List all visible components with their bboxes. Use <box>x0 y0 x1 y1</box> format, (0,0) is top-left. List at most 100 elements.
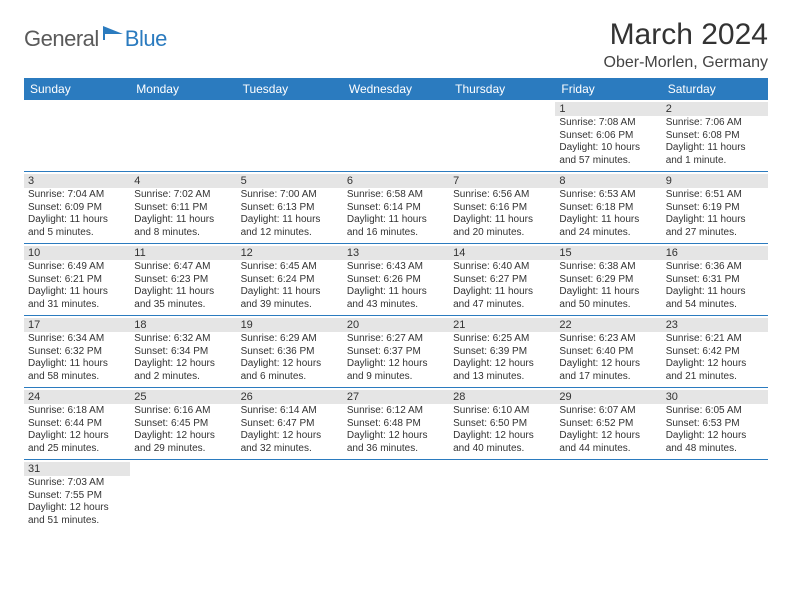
day-info-line: Sunrise: 6:47 AM <box>134 261 232 274</box>
day-number: 18 <box>130 318 236 332</box>
day-info-line: Sunrise: 6:38 AM <box>559 261 657 274</box>
calendar-empty <box>24 100 130 172</box>
logo-text-general: General <box>24 26 99 52</box>
day-number: 11 <box>130 246 236 260</box>
day-number: 5 <box>237 174 343 188</box>
day-number: 3 <box>24 174 130 188</box>
calendar-day: 6Sunrise: 6:58 AMSunset: 6:14 PMDaylight… <box>343 172 449 244</box>
day-info-line: Sunrise: 6:07 AM <box>559 405 657 418</box>
day-number: 21 <box>449 318 555 332</box>
day-number: 14 <box>449 246 555 260</box>
calendar-day: 2Sunrise: 7:06 AMSunset: 6:08 PMDaylight… <box>662 100 768 172</box>
title-block: March 2024 Ober-Morlen, Germany <box>604 18 769 72</box>
day-number: 1 <box>555 102 661 116</box>
day-info-line: Sunrise: 6:49 AM <box>28 261 126 274</box>
day-info-line: Daylight: 12 hours <box>134 358 232 371</box>
calendar-body: 1Sunrise: 7:08 AMSunset: 6:06 PMDaylight… <box>24 100 768 531</box>
day-info-line: Daylight: 11 hours <box>241 214 339 227</box>
day-info-line: Sunrise: 6:29 AM <box>241 333 339 346</box>
day-info-line: Sunrise: 6:21 AM <box>666 333 764 346</box>
day-info-line: and 5 minutes. <box>28 227 126 240</box>
calendar-day: 11Sunrise: 6:47 AMSunset: 6:23 PMDayligh… <box>130 244 236 316</box>
calendar-day: 30Sunrise: 6:05 AMSunset: 6:53 PMDayligh… <box>662 388 768 460</box>
day-info-line: Sunset: 6:13 PM <box>241 202 339 215</box>
calendar-day: 25Sunrise: 6:16 AMSunset: 6:45 PMDayligh… <box>130 388 236 460</box>
calendar-day: 9Sunrise: 6:51 AMSunset: 6:19 PMDaylight… <box>662 172 768 244</box>
day-number: 23 <box>662 318 768 332</box>
day-info-line: and 12 minutes. <box>241 227 339 240</box>
day-number: 15 <box>555 246 661 260</box>
day-info-line: Sunrise: 6:14 AM <box>241 405 339 418</box>
day-info-line: Sunset: 6:08 PM <box>666 130 764 143</box>
flag-icon <box>103 24 125 45</box>
day-info-line: and 29 minutes. <box>134 443 232 456</box>
day-info-line: Sunrise: 6:45 AM <box>241 261 339 274</box>
day-info-line: Sunset: 7:55 PM <box>28 490 126 503</box>
day-info-line: and 31 minutes. <box>28 299 126 312</box>
day-number: 4 <box>130 174 236 188</box>
day-info-line: Sunset: 6:06 PM <box>559 130 657 143</box>
day-info-line: Sunset: 6:45 PM <box>134 418 232 431</box>
day-info-line: Sunset: 6:42 PM <box>666 346 764 359</box>
calendar-day: 15Sunrise: 6:38 AMSunset: 6:29 PMDayligh… <box>555 244 661 316</box>
day-info-line: Sunrise: 7:02 AM <box>134 189 232 202</box>
day-info-line: Sunset: 6:31 PM <box>666 274 764 287</box>
day-info-line: Sunset: 6:50 PM <box>453 418 551 431</box>
day-number: 12 <box>237 246 343 260</box>
day-info-line: and 24 minutes. <box>559 227 657 240</box>
day-header: Saturday <box>662 78 768 100</box>
calendar-day: 26Sunrise: 6:14 AMSunset: 6:47 PMDayligh… <box>237 388 343 460</box>
day-info-line: and 51 minutes. <box>28 515 126 528</box>
calendar-day: 16Sunrise: 6:36 AMSunset: 6:31 PMDayligh… <box>662 244 768 316</box>
day-info-line: Sunrise: 6:40 AM <box>453 261 551 274</box>
day-info-line: Sunrise: 6:53 AM <box>559 189 657 202</box>
calendar-week: 10Sunrise: 6:49 AMSunset: 6:21 PMDayligh… <box>24 244 768 316</box>
calendar-empty <box>449 460 555 532</box>
logo: General Blue <box>24 24 167 53</box>
calendar-day: 1Sunrise: 7:08 AMSunset: 6:06 PMDaylight… <box>555 100 661 172</box>
day-info-line: Daylight: 11 hours <box>347 214 445 227</box>
day-header: Monday <box>130 78 236 100</box>
day-info-line: and 54 minutes. <box>666 299 764 312</box>
day-info-line: Sunrise: 6:23 AM <box>559 333 657 346</box>
day-info-line: Daylight: 12 hours <box>559 430 657 443</box>
day-number: 27 <box>343 390 449 404</box>
day-info-line: Sunrise: 7:03 AM <box>28 477 126 490</box>
calendar-day: 27Sunrise: 6:12 AMSunset: 6:48 PMDayligh… <box>343 388 449 460</box>
day-info-line: Daylight: 11 hours <box>28 286 126 299</box>
page-title: March 2024 <box>604 18 769 52</box>
day-info-line: Daylight: 12 hours <box>28 502 126 515</box>
calendar-day: 20Sunrise: 6:27 AMSunset: 6:37 PMDayligh… <box>343 316 449 388</box>
day-info-line: Daylight: 11 hours <box>559 286 657 299</box>
day-info-line: Daylight: 12 hours <box>666 430 764 443</box>
day-info-line: Sunset: 6:53 PM <box>666 418 764 431</box>
day-info-line: and 39 minutes. <box>241 299 339 312</box>
day-info-line: Sunset: 6:48 PM <box>347 418 445 431</box>
day-info-line: and 2 minutes. <box>134 371 232 384</box>
calendar-day: 8Sunrise: 6:53 AMSunset: 6:18 PMDaylight… <box>555 172 661 244</box>
day-info-line: and 57 minutes. <box>559 155 657 168</box>
day-info-line: Sunrise: 6:34 AM <box>28 333 126 346</box>
calendar-day: 12Sunrise: 6:45 AMSunset: 6:24 PMDayligh… <box>237 244 343 316</box>
day-info-line: and 36 minutes. <box>347 443 445 456</box>
day-header-row: SundayMondayTuesdayWednesdayThursdayFrid… <box>24 78 768 100</box>
day-info-line: Daylight: 11 hours <box>134 286 232 299</box>
calendar-week: 1Sunrise: 7:08 AMSunset: 6:06 PMDaylight… <box>24 100 768 172</box>
day-info-line: Sunset: 6:18 PM <box>559 202 657 215</box>
calendar-day: 23Sunrise: 6:21 AMSunset: 6:42 PMDayligh… <box>662 316 768 388</box>
day-info-line: and 16 minutes. <box>347 227 445 240</box>
day-info-line: Sunrise: 6:27 AM <box>347 333 445 346</box>
calendar-day: 28Sunrise: 6:10 AMSunset: 6:50 PMDayligh… <box>449 388 555 460</box>
day-number: 29 <box>555 390 661 404</box>
day-number: 6 <box>343 174 449 188</box>
day-info-line: Daylight: 12 hours <box>453 430 551 443</box>
calendar-table: SundayMondayTuesdayWednesdayThursdayFrid… <box>24 78 768 531</box>
calendar-day: 14Sunrise: 6:40 AMSunset: 6:27 PMDayligh… <box>449 244 555 316</box>
day-info-line: Daylight: 11 hours <box>28 214 126 227</box>
day-info-line: Sunset: 6:37 PM <box>347 346 445 359</box>
day-info-line: Daylight: 11 hours <box>666 214 764 227</box>
day-number: 2 <box>662 102 768 116</box>
day-info-line: Daylight: 12 hours <box>559 358 657 371</box>
day-info-line: Daylight: 11 hours <box>453 214 551 227</box>
calendar-day: 10Sunrise: 6:49 AMSunset: 6:21 PMDayligh… <box>24 244 130 316</box>
